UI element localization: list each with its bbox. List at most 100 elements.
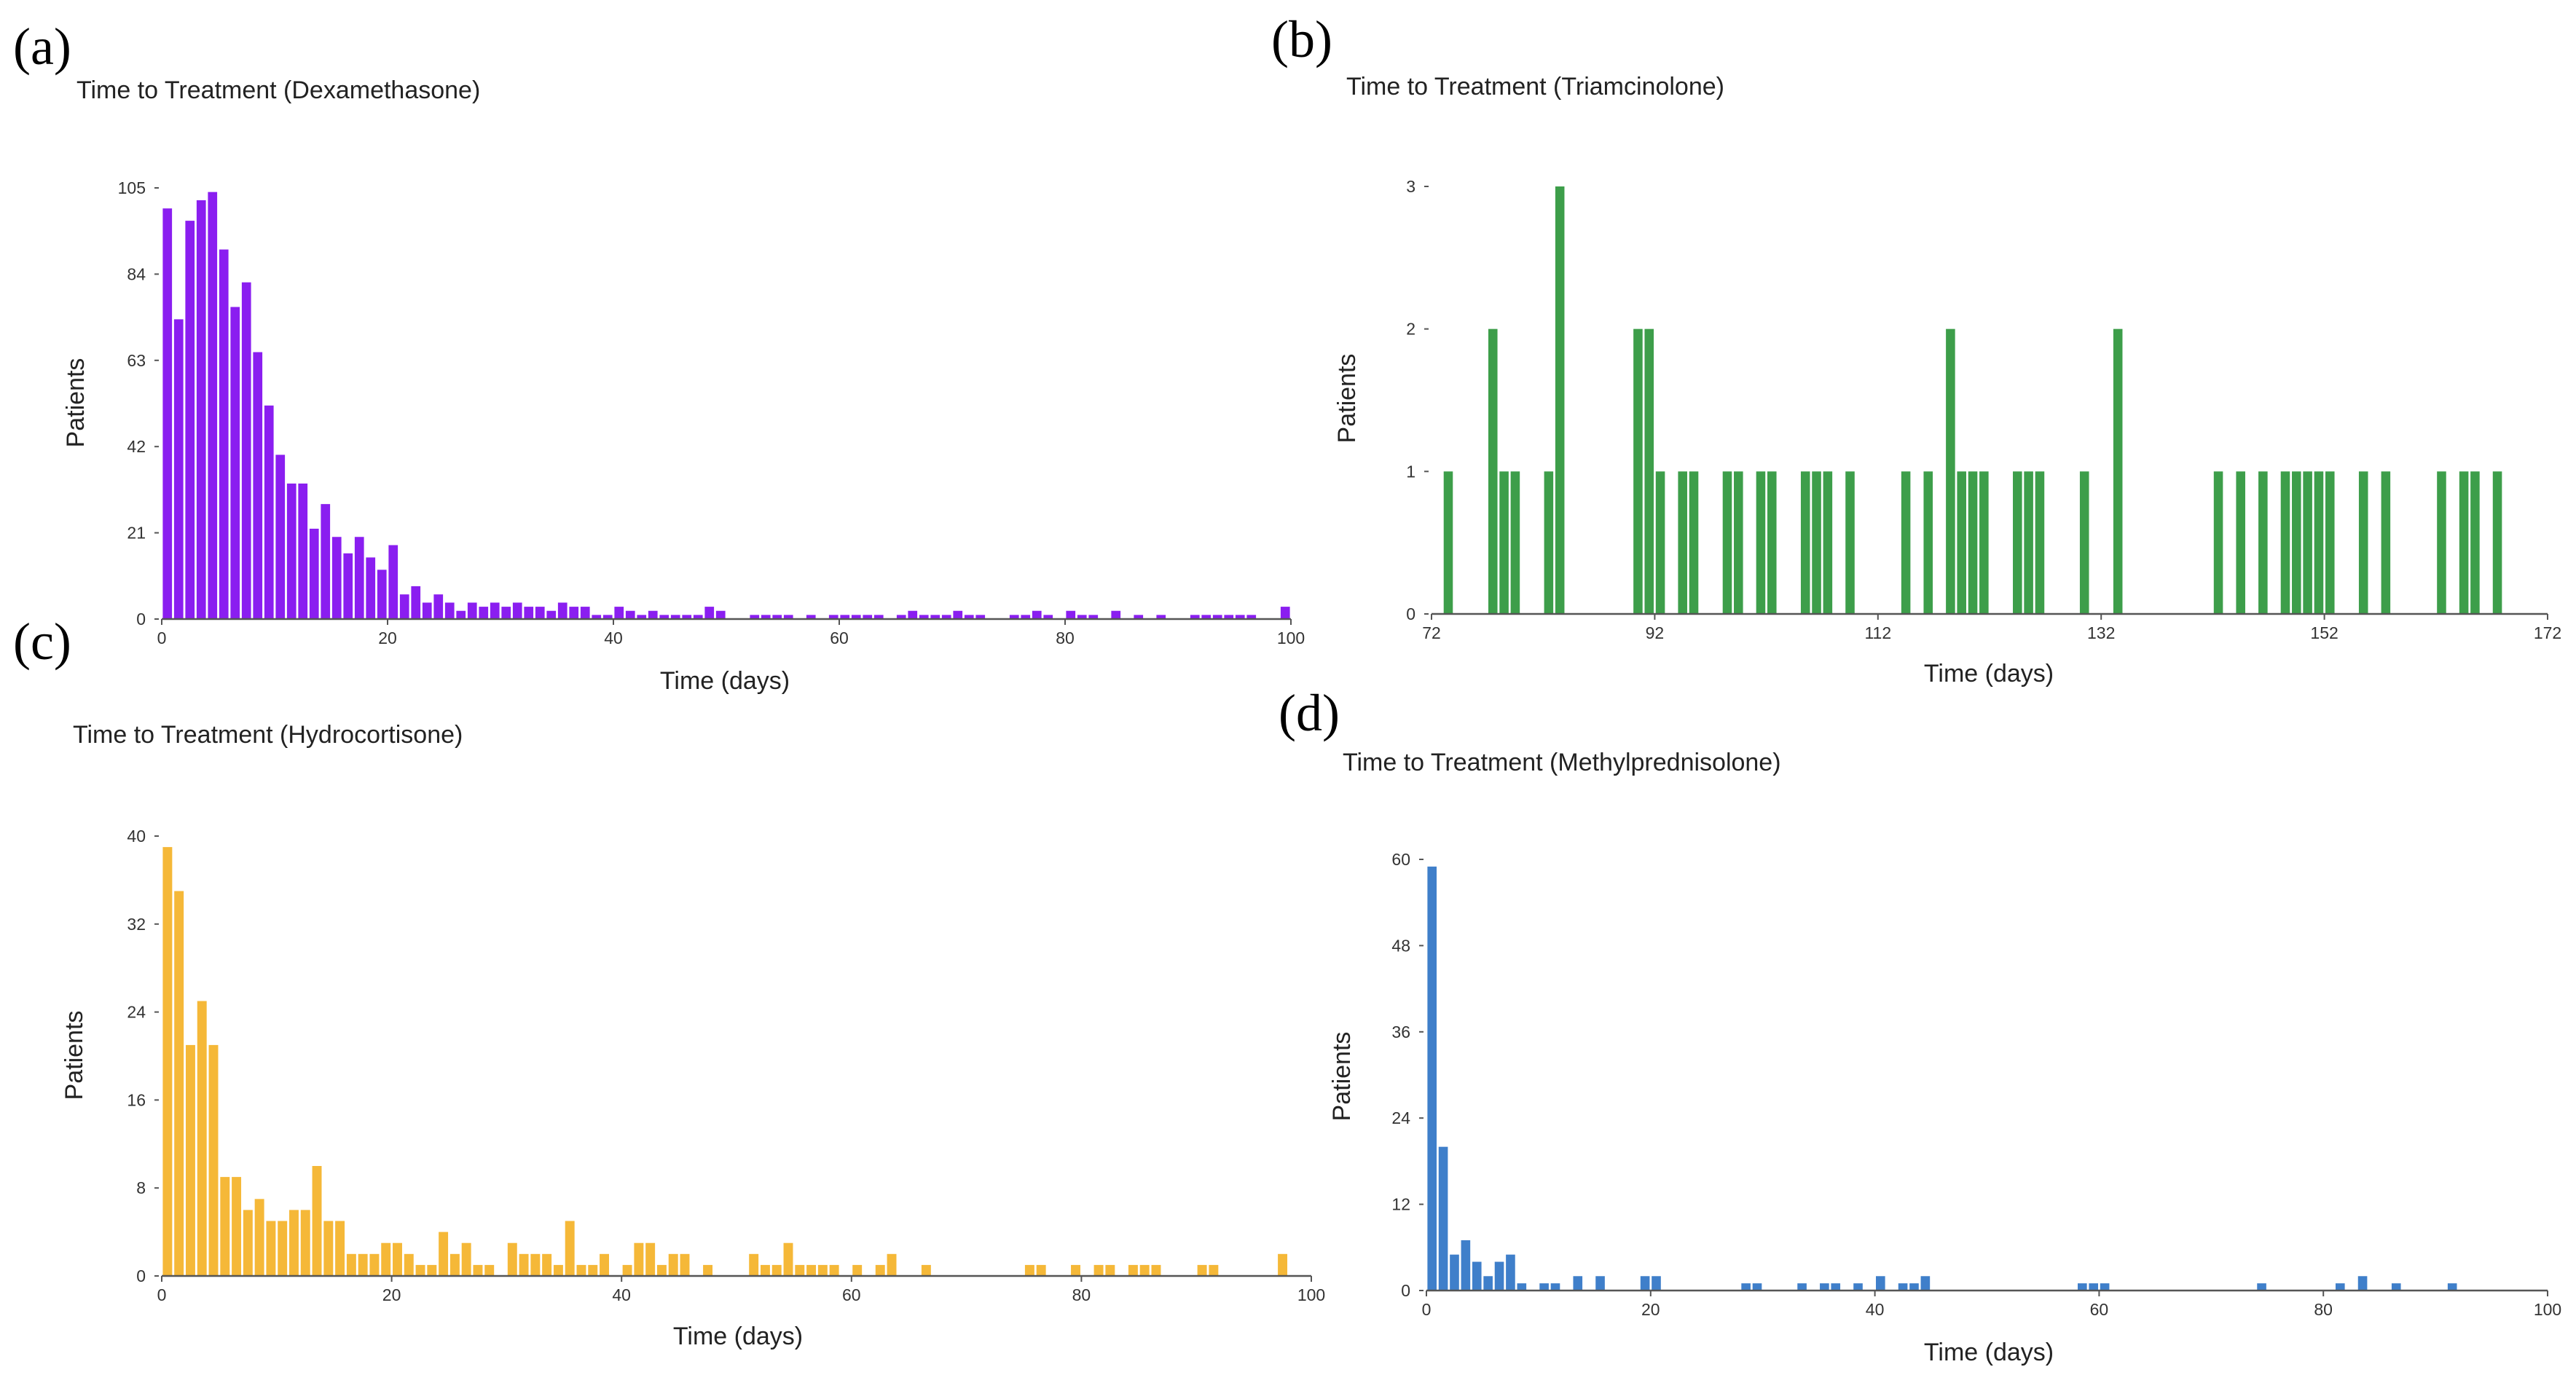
bar [2303,471,2312,614]
bar [230,307,240,619]
bar [1483,1276,1493,1291]
bar [542,1253,552,1276]
bar [232,1177,242,1276]
bar [1909,1283,1919,1291]
bar [335,1221,345,1276]
bar [783,615,793,619]
bar [501,607,511,619]
bar [1209,1264,1219,1276]
bar [1550,1283,1560,1291]
y-tick-label: 12 [1391,1195,1410,1214]
bar [1752,1283,1762,1291]
bar [1652,1276,1661,1291]
bar [1797,1283,1807,1291]
bar [1461,1240,1471,1291]
bar [2325,471,2335,614]
bar [415,1264,425,1276]
bar [278,1221,288,1276]
bar [197,1001,207,1276]
x-axis-label-b: Time (days) [1924,660,2054,688]
y-tick-label: 60 [1391,850,1410,869]
bar [208,1044,219,1276]
bar [1957,471,1966,614]
bar [393,1242,402,1276]
bar [1139,1264,1150,1276]
bar [682,615,692,619]
bar [771,1264,782,1276]
bar [1093,1264,1104,1276]
bar [1438,1146,1448,1291]
bar [1088,615,1099,619]
x-tick-label: 100 [1297,1285,1325,1304]
y-tick-label: 8 [136,1178,146,1197]
chart-d: (d) Time to Treatment (Methylprednisolon… [1279,684,2561,1366]
bar [1134,615,1144,619]
bar [704,607,715,619]
bar [1499,471,1509,614]
bar [750,615,760,619]
bar [600,1253,609,1276]
bar [2013,471,2022,614]
bar [975,615,986,619]
bar [1246,615,1257,619]
bar [2492,471,2502,614]
bar [828,615,839,619]
bar [473,1264,483,1276]
bar [185,1044,195,1276]
y-tick-label: 42 [127,437,146,456]
bar [2113,328,2123,614]
bar [2024,471,2033,614]
bar [761,615,771,619]
x-tick-label: 152 [2310,623,2338,642]
bar [546,610,557,619]
bar [760,1264,770,1276]
bar [422,602,432,619]
bar [1756,471,1766,614]
bar [1875,1276,1885,1291]
bar [1968,471,1978,614]
bar [484,1264,495,1276]
bar [2035,471,2045,614]
bar [592,615,602,619]
y-tick-label: 0 [136,610,146,629]
x-tick-label: 60 [842,1285,861,1304]
bar [1280,607,1290,619]
x-axis-label-a: Time (days) [660,667,790,695]
bar [851,615,861,619]
bar [298,483,308,619]
bar [173,319,184,619]
bar [2381,471,2391,614]
bar [1036,1264,1046,1276]
bar [1151,1264,1161,1276]
y-tick-label: 16 [127,1090,146,1109]
bar [565,1221,575,1276]
bar [588,1264,598,1276]
y-tick-label: 2 [1406,320,1415,339]
bar [2079,471,2089,614]
bar [749,1253,759,1276]
bar [461,1242,471,1276]
chart-a: (a) Time to Treatment (Dexamethasone) Ti… [13,17,1305,695]
bar [637,615,647,619]
x-tick-label: 132 [2087,623,2115,642]
bar [346,1253,356,1276]
bar [1009,615,1019,619]
bar [852,1264,863,1276]
bar [266,1221,276,1276]
bar [519,1253,529,1276]
bar [921,1264,931,1276]
bar [1734,471,1743,614]
bar [1544,471,1554,614]
bar [1640,1276,1650,1291]
bar [1845,471,1855,614]
chart-b: (b) Time to Treatment (Triamcinolone) Ti… [1271,10,2561,688]
bar [576,1264,586,1276]
bar [219,249,229,619]
bar [1197,1264,1207,1276]
y-tick-label: 3 [1406,177,1415,196]
bar [433,594,444,619]
bar [323,1221,334,1276]
y-tick-label: 32 [127,915,146,934]
bar [1722,471,1732,614]
bar [1201,615,1212,619]
